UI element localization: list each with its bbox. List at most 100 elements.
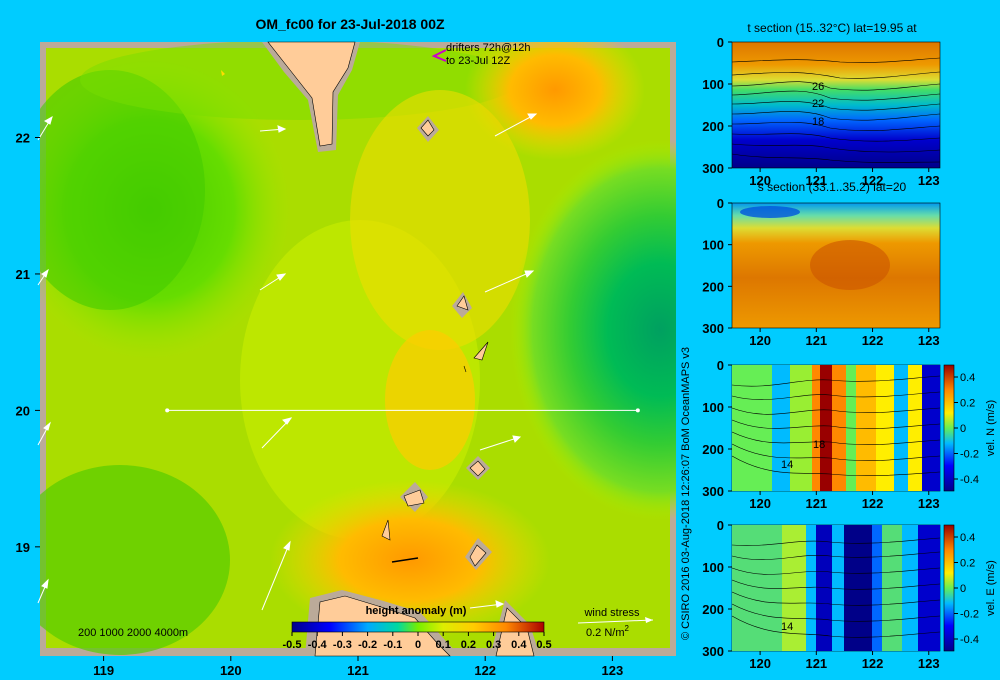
t-contour-label: 26	[812, 81, 824, 93]
wind-legend: wind stress 0.2 N/m2	[577, 607, 654, 639]
x-tick-label: 122	[862, 173, 884, 188]
wind-stress-label: wind stress	[583, 607, 640, 619]
t-contour-label: 18	[812, 116, 824, 128]
depth-legend: 200 1000 2000 4000m	[78, 627, 188, 639]
y-tick-label: 300	[702, 484, 724, 499]
colorbar-tick-label: 0.3	[486, 639, 501, 651]
vel-n-contours	[731, 375, 941, 476]
colorbar-tick-label: -0.4	[960, 474, 979, 486]
y-tick-label: 0	[717, 358, 724, 373]
map-panel: drifters 72h@12h to 23-Jul 12Z	[37, 41, 676, 657]
vel-n-colorbar-label: vel. N (m/s)	[985, 400, 997, 456]
y-tick-label: 200	[702, 442, 724, 457]
y-tick-label: 100	[702, 238, 724, 253]
section-line-start	[165, 408, 170, 413]
y-tick-label: 0	[717, 196, 724, 211]
colorbar-tick-label: -0.5	[283, 639, 302, 651]
s-section-fresh	[740, 206, 800, 218]
colorbar-tick-label: 0.4	[960, 372, 975, 384]
y-tick-label: 0	[717, 518, 724, 533]
islands	[381, 116, 492, 570]
vel-n-colorbar	[943, 364, 955, 492]
colorbar-tick-label: -0.2	[960, 449, 979, 461]
x-tick-label: 123	[918, 333, 940, 348]
y-tick-label: 300	[702, 644, 724, 659]
y-tick-label: 200	[702, 119, 724, 134]
colorbar-ticks: -0.5 -0.4 -0.3 -0.2 -0.1 0 0.1 0.2 0.3 0.4 0.5	[283, 632, 552, 651]
y-tick-label: 21	[16, 267, 30, 282]
height-colorbar: height anomaly (m) -0.5 -0.4 -0.3 -0.2 -0.1 0…	[283, 605, 552, 651]
y-tick-label: 0	[717, 35, 724, 50]
section-line	[165, 408, 640, 413]
x-tick-label: 123	[602, 663, 624, 678]
x-tick-label: 121	[805, 656, 827, 671]
x-tick-label: 121	[805, 173, 827, 188]
x-tick-label: 122	[862, 333, 884, 348]
drifters-line-1: drifters 72h@12h	[446, 42, 531, 54]
s-section-axes: 120 121 122 123 0 100 200 300	[702, 196, 939, 348]
vel-east-section: 14 0.40.20-0.2-0.4 vel. E (m/s) 120 121 12…	[702, 518, 997, 671]
salinity-section: s section (33.1..35.2) lat=20 120 121 122 1…	[702, 180, 941, 348]
colorbar-tick-label: -0.2	[358, 639, 377, 651]
x-tick-label: 121	[347, 663, 369, 678]
land-taiwan	[262, 41, 360, 152]
x-tick-label: 123	[918, 656, 940, 671]
vel-e-colorbar	[943, 524, 955, 652]
y-tick-label: 200	[702, 602, 724, 617]
y-tick-label: 20	[16, 403, 30, 418]
t-contour-label: 22	[812, 98, 824, 110]
section-line-end	[635, 408, 640, 413]
colorbar-tick-label: 0.1	[436, 639, 451, 651]
s-section-core	[810, 240, 890, 290]
colorbar-tick-label: 0.2	[461, 639, 476, 651]
vel-e-contours	[731, 537, 941, 638]
map-axes: 119 120 121 122 123 22 21 20 19	[16, 131, 624, 678]
y-tick-label: 100	[702, 560, 724, 575]
vel-e-contour-label: 14	[781, 621, 793, 633]
s-section-title: s section (33.1..35.2) lat=20	[758, 180, 907, 194]
y-tick-label: 100	[702, 77, 724, 92]
colorbar-tick-label: 0.4	[960, 532, 975, 544]
y-tick-label: 19	[16, 540, 30, 555]
x-tick-label: 121	[805, 333, 827, 348]
colorbar-tick-label: 0.4	[511, 639, 527, 651]
vel-n-contour-label: 14	[781, 459, 793, 471]
colorbar-tick-label: 0.5	[536, 639, 551, 651]
colorbar-tick-label: 0	[960, 423, 966, 435]
t-section-title: t section (15..32°C) lat=19.95 at	[747, 21, 917, 35]
drifters-line-2: to 23-Jul 12Z	[446, 55, 510, 67]
t-section-contours	[731, 57, 941, 163]
vel-e-colorbar-ticks: 0.4 0.2 0 -0.2 -0.4	[954, 532, 979, 646]
vel-n-colorbar-ticks: 0.4 0.2 0 -0.2 -0.4	[954, 372, 979, 486]
vel-e-colorbar-label: vel. E (m/s)	[985, 560, 997, 616]
y-tick-label: 100	[702, 400, 724, 415]
x-tick-label: 121	[805, 496, 827, 511]
colorbar-tick-label: 0	[960, 583, 966, 595]
wind-stress-arrows	[37, 113, 538, 611]
x-tick-label: 122	[862, 656, 884, 671]
vel-e-axes: 120 121 122 123 0 100 200 300	[702, 518, 939, 671]
colorbar-title: height anomaly (m)	[366, 605, 467, 617]
y-tick-label: 300	[702, 161, 724, 176]
vel-north-section: 18 14 0.40.20-0.2-0.4 vel. N (m/s) 120 12…	[702, 358, 997, 511]
x-tick-label: 123	[918, 496, 940, 511]
map-title: OM_fc00 for 23-Jul-2018 00Z	[255, 16, 445, 32]
x-tick-label: 123	[918, 173, 940, 188]
vel-n-contour-label: 18	[813, 439, 825, 451]
colorbar-tick-label: 0.2	[960, 398, 975, 410]
x-tick-label: 122	[474, 663, 496, 678]
x-tick-label: 122	[862, 496, 884, 511]
colorbar-tick-label: 0.2	[960, 558, 975, 570]
small-island	[221, 70, 225, 76]
drifter-marker	[431, 49, 447, 62]
credit-text: © CSIRO 2016 03-Aug-2018 12:26:07 BoM Oc…	[680, 347, 692, 640]
y-tick-label: 200	[702, 279, 724, 294]
temperature-section: t section (15..32°C) lat=19.95 at 26 22 …	[702, 21, 941, 188]
colorbar-tick-label: -0.2	[960, 609, 979, 621]
y-tick-label: 22	[16, 131, 30, 146]
x-tick-label: 120	[749, 656, 771, 671]
x-tick-label: 120	[749, 173, 771, 188]
colorbar-tick-label: -0.4	[960, 634, 979, 646]
x-tick-label: 120	[749, 333, 771, 348]
